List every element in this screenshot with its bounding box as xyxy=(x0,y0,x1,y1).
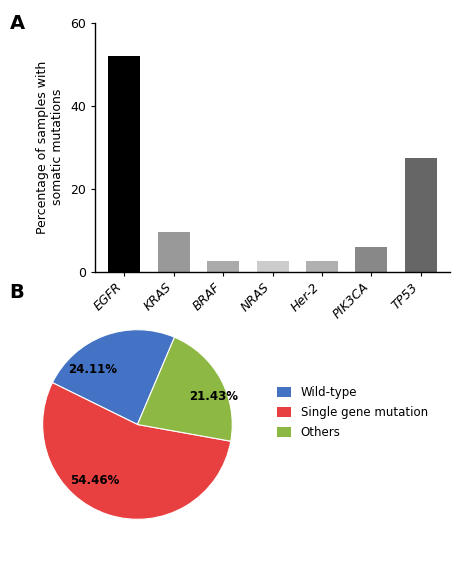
Text: 54.46%: 54.46% xyxy=(70,474,119,487)
Bar xyxy=(405,157,437,272)
Bar xyxy=(109,56,140,272)
Wedge shape xyxy=(43,383,231,519)
Text: A: A xyxy=(9,14,25,33)
Wedge shape xyxy=(53,330,174,424)
Bar xyxy=(207,261,239,272)
Bar xyxy=(256,261,289,272)
Bar xyxy=(306,261,338,272)
Text: B: B xyxy=(9,283,24,302)
Legend: Wild-type, Single gene mutation, Others: Wild-type, Single gene mutation, Others xyxy=(273,383,431,443)
Bar xyxy=(158,232,190,272)
Y-axis label: Percentage of samples with
somatic mutations: Percentage of samples with somatic mutat… xyxy=(36,61,64,234)
Text: 24.11%: 24.11% xyxy=(68,363,117,376)
Text: 21.43%: 21.43% xyxy=(189,390,238,403)
Bar xyxy=(355,247,387,272)
Wedge shape xyxy=(137,337,232,441)
